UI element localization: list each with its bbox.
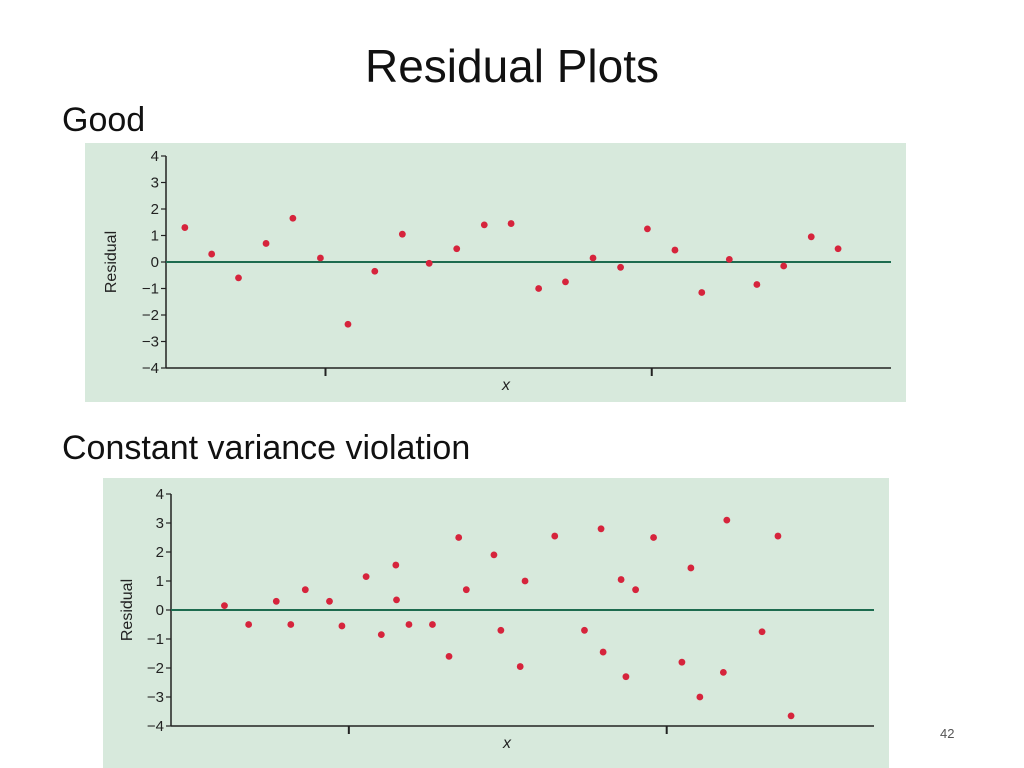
data-point xyxy=(344,320,352,328)
data-point xyxy=(581,626,588,634)
data-point xyxy=(671,246,679,254)
data-point xyxy=(562,278,569,286)
data-point xyxy=(696,693,704,701)
data-point xyxy=(377,631,385,639)
data-point xyxy=(338,622,346,630)
data-point xyxy=(392,561,400,569)
data-point xyxy=(807,233,815,241)
data-point xyxy=(599,648,607,656)
y-tick-label: 0 xyxy=(151,254,159,271)
data-point xyxy=(687,564,695,572)
data-point xyxy=(362,573,370,581)
data-point xyxy=(551,532,559,540)
y-tick-label: −2 xyxy=(142,307,159,324)
data-point xyxy=(719,668,727,676)
data-point xyxy=(753,281,761,288)
y-tick-label: 3 xyxy=(151,175,159,192)
data-point xyxy=(480,221,488,229)
data-point xyxy=(617,263,624,271)
data-point xyxy=(678,658,686,666)
x-axis-label: x xyxy=(501,377,511,394)
data-point xyxy=(507,220,515,227)
data-point xyxy=(245,621,253,628)
data-point xyxy=(429,621,436,628)
data-point xyxy=(698,289,706,296)
data-point xyxy=(301,586,309,594)
data-point xyxy=(644,225,651,233)
section-label-constant-variance: Constant variance violation xyxy=(62,429,471,467)
y-tick-label: −4 xyxy=(147,718,164,735)
y-tick-label: −1 xyxy=(147,631,164,648)
residual-plot-good: 4 3 2 1 0 −1 −2 −3 −4 x Residual xyxy=(85,143,906,402)
y-tick-label: 4 xyxy=(151,148,159,165)
y-tick-label: −3 xyxy=(147,689,164,706)
data-point xyxy=(834,245,842,253)
x-axis-label: x xyxy=(502,735,512,752)
y-tick-label: −1 xyxy=(142,281,159,298)
data-point xyxy=(425,259,433,267)
data-point xyxy=(317,254,324,262)
section-label-good: Good xyxy=(62,101,146,139)
data-point xyxy=(780,262,788,270)
data-point xyxy=(622,673,630,681)
data-point xyxy=(181,224,189,231)
data-point xyxy=(521,577,529,585)
data-point xyxy=(617,576,625,583)
data-point xyxy=(208,250,216,258)
data-point xyxy=(272,597,280,605)
data-point xyxy=(445,653,453,660)
residual-plot-constant-variance-violation: 4 3 2 1 0 −1 −2 −3 −4 x Residual xyxy=(103,478,889,768)
y-tick-label: 0 xyxy=(156,602,164,619)
data-point xyxy=(462,586,470,594)
data-point xyxy=(650,534,657,541)
page-number: 42 xyxy=(940,726,955,741)
data-point xyxy=(235,274,242,282)
y-axis-label: Residual xyxy=(119,579,136,641)
data-point xyxy=(393,596,400,604)
y-tick-label: 2 xyxy=(151,201,159,218)
plot-background xyxy=(103,478,889,768)
data-point xyxy=(405,621,413,628)
data-point xyxy=(516,663,524,670)
data-point xyxy=(398,230,406,238)
plot-background xyxy=(85,143,906,402)
y-tick-label: 4 xyxy=(156,486,164,503)
y-tick-label: −4 xyxy=(142,360,159,377)
y-tick-label: −2 xyxy=(147,660,164,677)
y-tick-label: 1 xyxy=(151,228,159,245)
data-point xyxy=(632,586,640,594)
data-point xyxy=(535,285,543,292)
y-tick-label: 2 xyxy=(156,544,164,561)
data-point xyxy=(490,551,498,559)
y-axis-label: Residual xyxy=(103,231,120,293)
data-point xyxy=(589,254,597,262)
data-point xyxy=(371,267,379,275)
data-point xyxy=(289,214,297,222)
data-point xyxy=(262,240,270,247)
data-point xyxy=(597,525,605,533)
data-point xyxy=(723,516,731,524)
data-point xyxy=(455,534,463,541)
data-point xyxy=(758,628,766,636)
data-point xyxy=(287,621,295,628)
data-point xyxy=(774,532,782,540)
data-point xyxy=(326,597,333,605)
y-tick-label: 3 xyxy=(156,515,164,532)
data-point xyxy=(787,712,795,720)
data-point xyxy=(497,626,505,634)
data-point xyxy=(221,602,228,610)
y-tick-label: 1 xyxy=(156,573,164,590)
data-point xyxy=(725,255,733,263)
data-point xyxy=(453,245,461,253)
slide-title: Residual Plots xyxy=(364,40,660,92)
y-tick-label: −3 xyxy=(142,334,159,351)
